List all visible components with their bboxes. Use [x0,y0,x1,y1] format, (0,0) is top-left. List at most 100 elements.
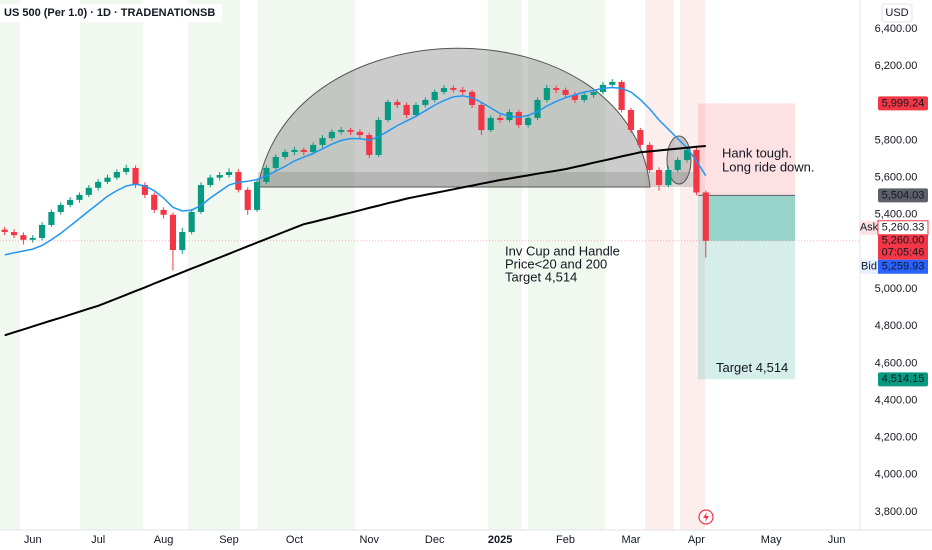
candle-body [497,117,504,121]
candle-body [693,149,700,193]
x-tick-label: May [761,534,782,546]
candle-body [581,94,588,100]
ask-tag: Ask [860,222,879,234]
candle-body [207,177,214,186]
cup-drawing [257,47,700,188]
title-bg [0,4,222,22]
x-tick-label: Nov [359,534,379,546]
y-tick-label: 6,200.00 [875,60,918,72]
cup [257,47,651,188]
candle-body [253,181,261,210]
candle-body [104,177,111,182]
annotation: Inv Cup and Handle [505,243,620,258]
band [258,0,355,530]
candle-body [319,138,326,145]
candle-body [665,169,672,186]
candle-body [300,149,307,152]
moving-average [4,86,707,256]
y-tick-label: 6,400.00 [875,23,918,35]
candle-body [123,167,130,173]
currency[interactable]: USD [885,7,908,19]
candle-body [67,199,74,205]
entry-price: 5,504.03 [882,189,925,201]
candle-body [20,235,27,240]
bid-tag: Bid [861,261,877,273]
stop-price: 5,999.24 [882,97,925,109]
event-icon-bolt [703,512,709,522]
last-price: 5,260.00 [882,235,925,247]
candle-body [10,232,18,236]
candle-body [356,131,363,136]
candle-body [85,187,92,195]
price-axis [860,0,932,550]
candle-body [29,237,36,240]
currency-button[interactable] [881,3,913,23]
band [680,0,705,530]
candle-body [338,130,345,132]
candle-body [683,149,691,160]
candle-body [525,117,532,126]
y-tick-label: 5,000.00 [875,283,918,295]
y-tick-label: 3,800.00 [875,506,918,518]
candle-body [384,101,392,121]
x-tick-label: Feb [556,534,575,546]
candle-body [459,89,466,92]
candle-body [515,112,522,126]
open-pnl-zone [704,195,795,241]
annotation: Target 4,514 [505,269,577,284]
candle-body [571,94,578,100]
candle-body [282,151,289,157]
candle-body [1,229,8,233]
candle-body [272,156,279,168]
x-tick-label: Jun [24,534,42,546]
candle-body [440,88,448,92]
band [645,0,674,530]
bid-bg [878,259,928,274]
candle-body [95,181,102,188]
band [488,0,522,530]
candle-body [328,131,335,139]
session-bands [0,0,705,530]
annotation: Hank tough. [722,145,792,160]
target-price: 4,514.15 [882,373,925,385]
candle-body [609,81,616,85]
x-tick-label: Oct [286,534,303,546]
candle-body [478,104,485,131]
x-tick-label: Sep [219,534,239,546]
candle-body [553,88,560,90]
x-tick-label: Dec [425,534,445,546]
candle-body [674,159,681,170]
candle-body [310,144,317,152]
target-price-bg [878,372,928,387]
candle-body [487,117,494,131]
y-tick-label: 4,000.00 [875,469,918,481]
y-tick-label: 5,600.00 [875,172,918,184]
candle-body [169,214,177,251]
candle-body [216,174,223,178]
candle-body [225,172,233,175]
candle-body [655,169,663,186]
candle-body [543,88,550,100]
candle-body [76,194,83,200]
candle-body [394,101,401,105]
candle-body [534,99,541,118]
candle-body [403,104,410,115]
y-tick-label: 4,600.00 [875,357,918,369]
candle-body [412,104,420,115]
last-bg [878,234,928,260]
candle-body [291,149,298,152]
band [80,0,143,530]
candle-body [38,224,46,238]
neckline-band [258,172,700,187]
bid-tag-bg [860,259,878,274]
countdown: 07:05:46 [882,247,925,259]
band [188,0,240,530]
annotation: Long ride down. [722,159,815,174]
y-tick-label: 5,800.00 [875,134,918,146]
candle-body [197,185,205,212]
axes: 6,400.00 6,200.00 5,800.00 5,600.00 5,400.00… [24,23,929,546]
candle-body [627,109,635,131]
candle-body [244,189,251,210]
entry-price-bg [878,188,928,203]
moving-average [4,145,706,337]
